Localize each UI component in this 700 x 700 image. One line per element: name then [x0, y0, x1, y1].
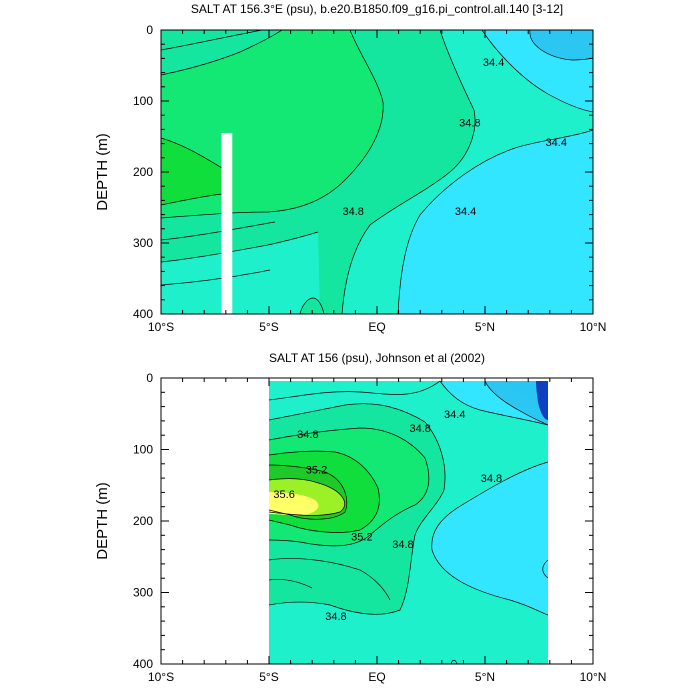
y-tick-label: 0	[146, 371, 153, 385]
contour-label: 34.4	[483, 57, 504, 69]
contour-label: 34.4	[455, 206, 476, 218]
p2-contour	[268, 403, 446, 615]
p2-fill-deep-blue	[536, 381, 548, 420]
x-tick-label: 5°S	[259, 320, 278, 334]
panel-2-field	[161, 378, 593, 664]
p2-contour	[439, 380, 549, 426]
panel-1-axes: 10°S 5°S EQ 5°N 10°N 0 100 200 300 400	[133, 23, 606, 334]
contour-label: 34.8	[392, 539, 413, 551]
contour-label: 34.8	[325, 611, 346, 623]
contour-label: 34.8	[409, 423, 430, 435]
contour-label: 34.8	[481, 473, 502, 485]
panel-1: SALT AT 156.3°E (psu), b.e20.B1850.f09_g…	[94, 2, 606, 334]
p2-contour	[431, 461, 549, 616]
y-tick-label: 400	[133, 657, 153, 671]
p1-contour	[397, 129, 593, 314]
panel-1-title: SALT AT 156.3°E (psu), b.e20.B1850.f09_g…	[191, 2, 563, 16]
x-tick-label: 10°N	[580, 670, 607, 684]
x-tick-label: 5°S	[259, 670, 278, 684]
y-tick-label: 300	[133, 586, 153, 600]
p2-contour	[268, 464, 348, 520]
p2-contour	[268, 478, 345, 516]
contour-label: 35.6	[273, 489, 294, 501]
p2-contour	[542, 559, 549, 579]
p1-fill-34-6-deep	[161, 232, 320, 314]
p2-contour	[268, 427, 430, 547]
p1-contour	[161, 30, 263, 51]
contour-label: 34.8	[297, 429, 318, 441]
p1-contour	[481, 30, 593, 113]
x-tick-label: EQ	[368, 670, 385, 684]
y-tick-label: 200	[133, 165, 153, 179]
contour-label: 34.4	[546, 137, 567, 149]
panel-2: SALT AT 156 (psu), Johnson et al (2002)	[94, 351, 606, 684]
panel-1-contour-labels: 34.4 34.8 34.4 34.8 34.4	[343, 57, 567, 218]
x-tick-label: 5°N	[475, 670, 495, 684]
x-tick-label: 5°N	[475, 320, 495, 334]
y-tick-label: 100	[133, 94, 153, 108]
contour-label: 34.4	[444, 409, 465, 421]
p2-contour	[268, 450, 380, 533]
contour-label: 35.2	[306, 465, 327, 477]
p2-no-data-west	[161, 378, 269, 664]
contour-label: 35.2	[351, 532, 372, 544]
p1-contour	[161, 269, 271, 286]
p2-contour	[268, 579, 313, 589]
y-tick-label: 400	[133, 307, 153, 321]
y-tick-label: 0	[146, 23, 153, 37]
p1-fill-35-2	[161, 138, 230, 205]
p2-fill-35-8	[269, 492, 319, 516]
panel-1-field	[161, 30, 593, 314]
panel-2-contour-labels: 34.8 34.4 34.8 35.2 34.8 35.6 35.2 34.8 34.8	[273, 409, 502, 623]
p1-missing-data	[221, 132, 233, 314]
panel-2-title: SALT AT 156 (psu), Johnson et al (2002)	[269, 351, 485, 365]
panel-1-y-axis-label: DEPTH (m)	[94, 133, 111, 211]
contour-label: 34.8	[343, 206, 364, 218]
y-tick-label: 200	[133, 514, 153, 528]
p2-contour	[484, 380, 549, 426]
panel-2-y-axis-label: DEPTH (m)	[94, 482, 111, 560]
x-tick-label: 10°S	[148, 320, 174, 334]
p2-contour	[268, 558, 391, 601]
x-tick-label: 10°S	[148, 670, 174, 684]
y-tick-label: 300	[133, 236, 153, 250]
y-tick-label: 100	[133, 443, 153, 457]
panel-2-axes: 10°S 5°S EQ 5°N 10°N 0 100 200 300 400	[133, 371, 606, 684]
p1-contour	[161, 30, 283, 76]
x-tick-label: 10°N	[580, 320, 607, 334]
p1-contour	[299, 297, 325, 314]
p1-contour	[341, 30, 476, 314]
contour-label: 34.8	[459, 117, 480, 129]
p1-contour	[161, 231, 319, 263]
p1-contour	[161, 221, 276, 241]
p2-contour	[268, 380, 441, 401]
p2-contour	[450, 659, 458, 664]
x-tick-label: EQ	[368, 320, 385, 334]
